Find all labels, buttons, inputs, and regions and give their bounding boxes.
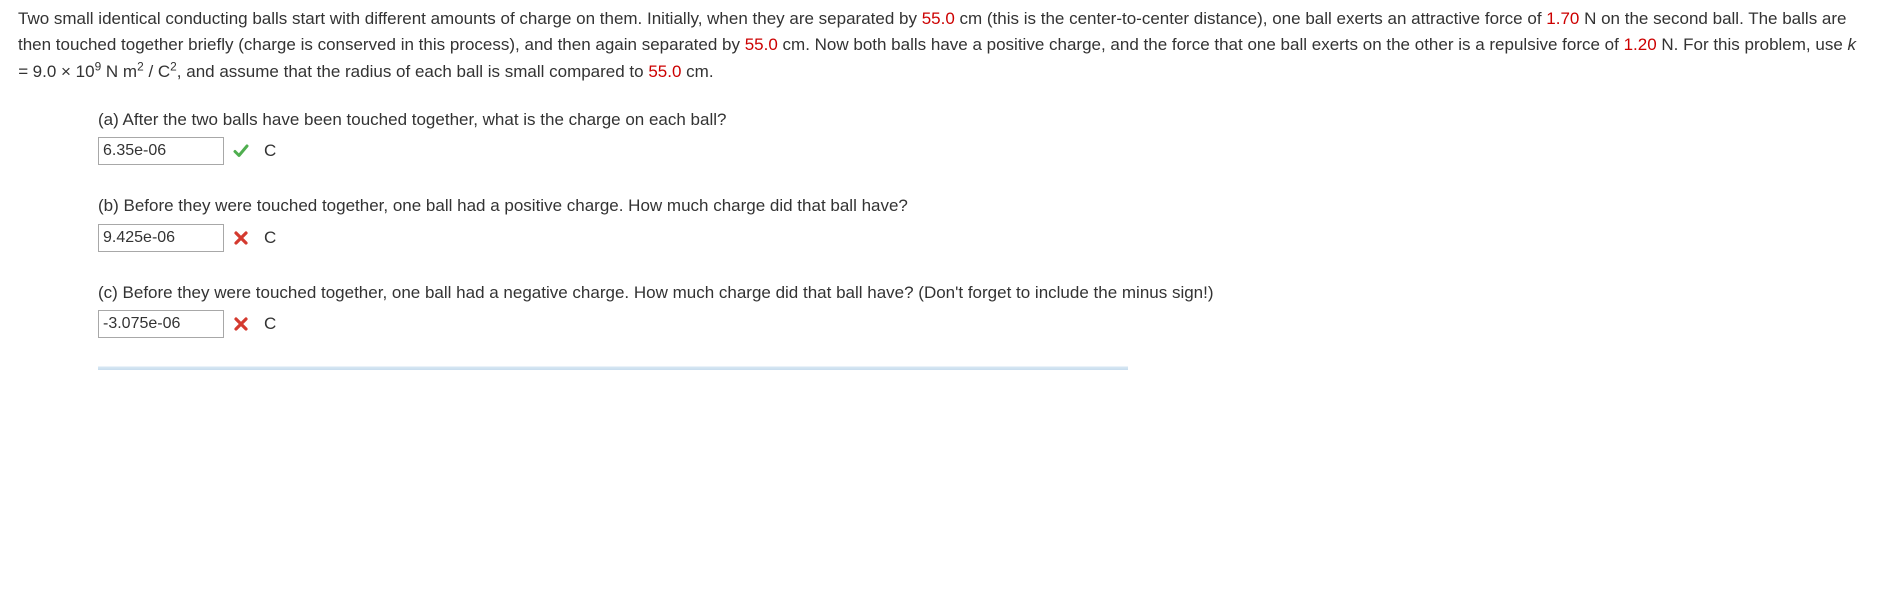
- part-b-unit: C: [264, 225, 276, 251]
- distance-value-1: 55.0: [922, 9, 955, 28]
- part-b: (b) Before they were touched together, o…: [98, 193, 1818, 251]
- k-mantissa: 9.0 × 10: [33, 62, 95, 81]
- k-units-nm-exp: 2: [137, 59, 144, 73]
- k-units-nm: N m: [101, 62, 137, 81]
- page-container: Two small identical conducting balls sta…: [0, 0, 1890, 382]
- problem-text-segment: Two small identical conducting balls sta…: [18, 9, 922, 28]
- distance-value-3: 55.0: [648, 62, 681, 81]
- attractive-force-value: 1.70: [1546, 9, 1579, 28]
- check-icon: [232, 142, 250, 160]
- part-c-unit: C: [264, 311, 276, 337]
- part-b-answer-row: C: [98, 224, 1818, 252]
- cross-icon: [232, 229, 250, 247]
- part-b-answer-input[interactable]: [98, 224, 224, 252]
- problem-text-segment: cm.: [681, 62, 713, 81]
- part-b-question: (b) Before they were touched together, o…: [98, 193, 1818, 219]
- part-a-unit: C: [264, 138, 276, 164]
- part-c-answer-row: C: [98, 310, 1818, 338]
- part-a-answer-input[interactable]: [98, 137, 224, 165]
- repulsive-force-value: 1.20: [1624, 35, 1657, 54]
- part-a-answer-row: C: [98, 137, 1818, 165]
- k-units-per-c: / C: [144, 62, 170, 81]
- part-c-answer-input[interactable]: [98, 310, 224, 338]
- k-units-c-exp: 2: [170, 59, 177, 73]
- problem-text-segment: N. For this problem, use: [1657, 35, 1848, 54]
- part-a: (a) After the two balls have been touche…: [98, 107, 1818, 165]
- distance-value-2: 55.0: [745, 35, 778, 54]
- bottom-divider: [98, 366, 1128, 370]
- problem-text-segment: and assume that the radius of each ball …: [182, 62, 649, 81]
- problem-text-segment: cm. Now both balls have a positive charg…: [778, 35, 1624, 54]
- cross-icon: [232, 315, 250, 333]
- problem-text-segment: cm (this is the center-to-center distanc…: [955, 9, 1546, 28]
- part-a-question: (a) After the two balls have been touche…: [98, 107, 1818, 133]
- part-c: (c) Before they were touched together, o…: [98, 280, 1818, 338]
- problem-statement: Two small identical conducting balls sta…: [18, 6, 1868, 85]
- parts-container: (a) After the two balls have been touche…: [98, 107, 1818, 338]
- part-c-question: (c) Before they were touched together, o…: [98, 280, 1818, 306]
